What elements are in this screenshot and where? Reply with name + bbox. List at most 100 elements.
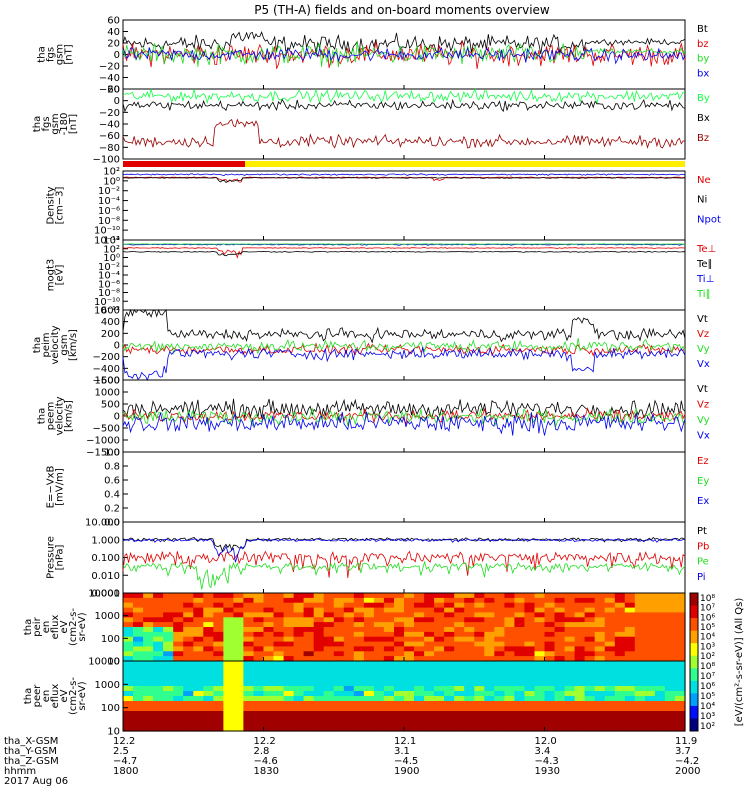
peer-spectrogram-cell	[614, 721, 626, 727]
peir-spectrogram-cell	[273, 617, 285, 623]
peer-spectrogram-cell	[664, 671, 676, 677]
peir-spectrogram-cell	[604, 622, 616, 628]
peir-spectrogram-cell	[223, 641, 234, 648]
peer-spectrogram-cell	[283, 696, 295, 702]
peir-spectrogram-cell	[574, 656, 586, 662]
peer-spectrogram-cell	[584, 706, 596, 712]
peer-spectrogram-cell	[133, 666, 144, 672]
y-tick-label: −20	[99, 108, 120, 119]
legend-entry: Te∥	[696, 259, 713, 270]
peir-spectrogram-cell	[313, 607, 325, 614]
peir-spectrogram-cell	[414, 656, 425, 662]
peir-spectrogram-cell	[263, 641, 275, 648]
peer-spectrogram-cell	[223, 676, 234, 682]
peer-spectrogram-cell	[133, 686, 144, 692]
peer-spectrogram-cell	[383, 711, 395, 717]
peir-spectrogram-cell	[333, 607, 345, 614]
peir-spectrogram-cell	[644, 627, 656, 633]
bottom-row-value: 1900	[394, 766, 419, 777]
peer-spectrogram-cell	[183, 686, 194, 692]
peir-spectrogram-cell	[143, 636, 154, 643]
peir-spectrogram-cell	[474, 646, 485, 652]
peir-spectrogram-cell	[614, 656, 626, 662]
peir-spectrogram-cell	[343, 631, 355, 638]
peir-spectrogram-cell	[574, 627, 586, 633]
series-Bt	[122, 31, 686, 55]
peer-spectrogram-cell	[614, 666, 626, 672]
peir-spectrogram-cell	[564, 627, 576, 633]
peir-spectrogram-cell	[363, 651, 375, 657]
peir-spectrogram-cell	[404, 631, 415, 638]
peer-spectrogram-cell	[273, 696, 285, 702]
peer-spectrogram-cell	[243, 681, 254, 687]
peer-spectrogram-cell	[614, 706, 626, 712]
colorbar-tick: 10²	[700, 722, 715, 732]
series-Pt	[122, 536, 686, 553]
peir-spectrogram-cell	[343, 641, 355, 648]
y-tick-label: 10000	[88, 657, 120, 668]
legend-entry: Ne	[697, 175, 711, 186]
legend-entry: Vz	[697, 329, 709, 340]
peir-spectrogram-cell	[444, 597, 455, 604]
peer-spectrogram-cell	[484, 671, 495, 677]
peir-spectrogram-cell	[394, 593, 405, 599]
peir-spectrogram-cell	[634, 597, 646, 604]
peer-spectrogram-cell	[434, 701, 445, 707]
bottom-row-value: 1800	[113, 766, 138, 777]
peir-spectrogram-cell	[454, 641, 465, 648]
peir-spectrogram-cell	[253, 612, 265, 618]
peir-spectrogram-cell	[243, 627, 254, 633]
peir-spectrogram-cell	[253, 631, 265, 638]
peir-spectrogram-cell	[313, 627, 325, 633]
peer-spectrogram-cell	[494, 711, 505, 717]
peir-spectrogram-cell	[273, 651, 285, 657]
y-tick-label: 10	[107, 657, 120, 668]
peer-spectrogram-cell	[675, 681, 686, 687]
colorbar-segment	[690, 605, 698, 619]
peir-spectrogram-cell	[554, 593, 566, 599]
peer-spectrogram-cell	[343, 716, 355, 722]
peir-spectrogram-cell	[213, 627, 224, 633]
peer-spectrogram-cell	[554, 661, 566, 667]
peir-spectrogram-cell	[524, 641, 535, 648]
peir-spectrogram-cell	[675, 612, 686, 618]
peir-spectrogram-cell	[504, 612, 515, 618]
peer-spectrogram-cell	[233, 711, 244, 717]
peer-spectrogram-cell	[223, 701, 234, 707]
peer-spectrogram-cell	[634, 701, 646, 707]
peer-spectrogram-cell	[464, 691, 475, 697]
peir-spectrogram-cell	[343, 612, 355, 618]
peer-spectrogram-cell	[293, 726, 305, 732]
peer-spectrogram-cell	[383, 686, 395, 692]
peir-spectrogram-cell	[644, 646, 656, 652]
peer-spectrogram-cell	[444, 671, 455, 677]
peer-spectrogram-cell	[183, 716, 194, 722]
peer-spectrogram-cell	[644, 716, 656, 722]
peir-spectrogram-cell	[233, 646, 244, 652]
peir-spectrogram-cell	[133, 622, 144, 628]
peir-spectrogram-cell	[363, 617, 375, 623]
peer-spectrogram-cell	[564, 671, 576, 677]
colorbar-tick: 10⁴	[700, 702, 715, 712]
peer-spectrogram-cell	[323, 716, 335, 722]
peer-spectrogram-cell	[404, 726, 415, 732]
peir-spectrogram-cell	[283, 641, 295, 648]
peir-spectrogram-cell	[153, 617, 164, 623]
peer-spectrogram-cell	[333, 686, 345, 692]
legend-entry: Ti∥	[696, 289, 711, 300]
peir-spectrogram-cell	[464, 656, 475, 662]
peir-spectrogram-cell	[173, 631, 184, 638]
peer-spectrogram-cell	[424, 681, 435, 687]
peir-spectrogram-cell	[675, 627, 686, 633]
peer-spectrogram-cell	[394, 676, 405, 682]
peir-spectrogram-cell	[494, 646, 505, 652]
peir-spectrogram-cell	[363, 627, 375, 633]
peir-spectrogram-cell	[474, 593, 485, 599]
peir-spectrogram-cell	[243, 631, 254, 638]
peer-spectrogram-cell	[253, 721, 265, 727]
peir-spectrogram-cell	[133, 612, 144, 618]
peir-spectrogram-cell	[504, 627, 515, 633]
